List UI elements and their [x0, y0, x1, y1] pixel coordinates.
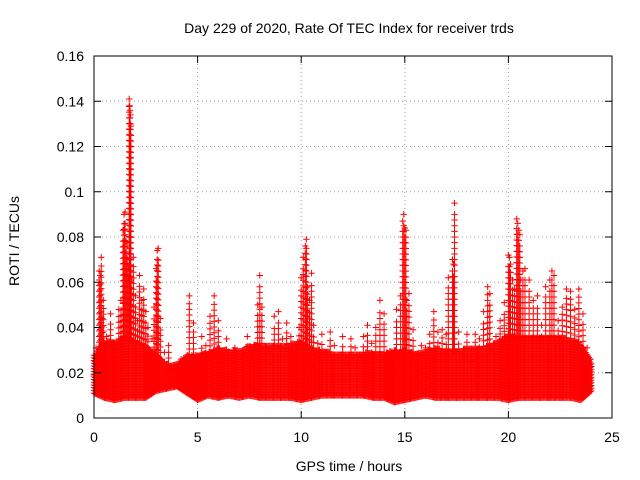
data-points	[90, 95, 595, 406]
